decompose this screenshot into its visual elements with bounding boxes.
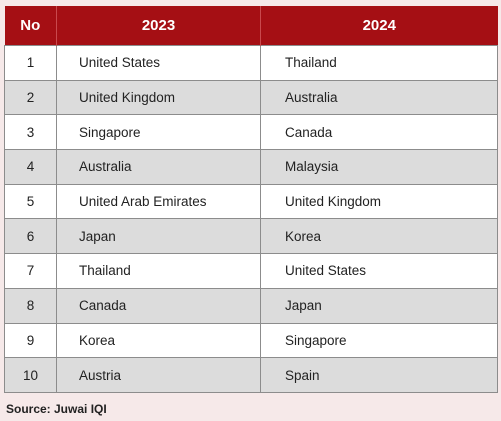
- country-2024-cell: Malaysia: [260, 149, 498, 185]
- rank-cell: 1: [4, 45, 57, 81]
- rank-cell: 6: [4, 218, 57, 255]
- table-row: 4 Australia Malaysia: [4, 149, 498, 185]
- country-2023-cell: Japan: [56, 218, 261, 255]
- rank-cell: 7: [4, 253, 57, 289]
- rank-cell: 9: [4, 322, 57, 359]
- table-header-row: No 2023 2024: [4, 6, 498, 46]
- table-row: 8 Canada Japan: [4, 287, 498, 324]
- source-note: Source: Juwai IQI: [6, 402, 107, 416]
- rank-cell: 3: [4, 114, 57, 151]
- country-2023-cell: Singapore: [56, 114, 261, 151]
- column-header-2023: 2023: [56, 6, 261, 46]
- table-row: 3 Singapore Canada: [4, 114, 498, 151]
- country-2023-cell: United Arab Emirates: [56, 183, 261, 220]
- ranking-table: No 2023 2024 1 United States Thailand 2 …: [4, 6, 498, 393]
- country-2024-cell: Singapore: [260, 322, 498, 359]
- country-2023-cell: Canada: [56, 287, 261, 324]
- country-2023-cell: Australia: [56, 149, 261, 185]
- country-2024-cell: Spain: [260, 357, 498, 393]
- table-row: 5 United Arab Emirates United Kingdom: [4, 183, 498, 220]
- country-2024-cell: Canada: [260, 114, 498, 151]
- ranking-table-container: No 2023 2024 1 United States Thailand 2 …: [4, 6, 498, 393]
- table-row: 9 Korea Singapore: [4, 322, 498, 359]
- country-2023-cell: United Kingdom: [56, 79, 261, 116]
- country-2023-cell: Thailand: [56, 253, 261, 289]
- rank-cell: 5: [4, 183, 57, 220]
- country-2024-cell: United States: [260, 253, 498, 289]
- table-row: 6 Japan Korea: [4, 218, 498, 255]
- rank-cell: 10: [4, 357, 57, 393]
- country-2024-cell: Japan: [260, 287, 498, 324]
- country-2023-cell: Austria: [56, 357, 261, 393]
- country-2023-cell: United States: [56, 45, 261, 81]
- rank-cell: 8: [4, 287, 57, 324]
- country-2024-cell: Thailand: [260, 45, 498, 81]
- country-2024-cell: United Kingdom: [260, 183, 498, 220]
- table-row: 2 United Kingdom Australia: [4, 79, 498, 116]
- rank-cell: 2: [4, 79, 57, 116]
- country-2024-cell: Korea: [260, 218, 498, 255]
- table-row: 1 United States Thailand: [4, 45, 498, 81]
- column-header-no: No: [4, 6, 57, 46]
- country-2023-cell: Korea: [56, 322, 261, 359]
- country-2024-cell: Australia: [260, 79, 498, 116]
- table-row: 7 Thailand United States: [4, 253, 498, 289]
- column-header-2024: 2024: [260, 6, 498, 46]
- table-row: 10 Austria Spain: [4, 357, 498, 393]
- rank-cell: 4: [4, 149, 57, 185]
